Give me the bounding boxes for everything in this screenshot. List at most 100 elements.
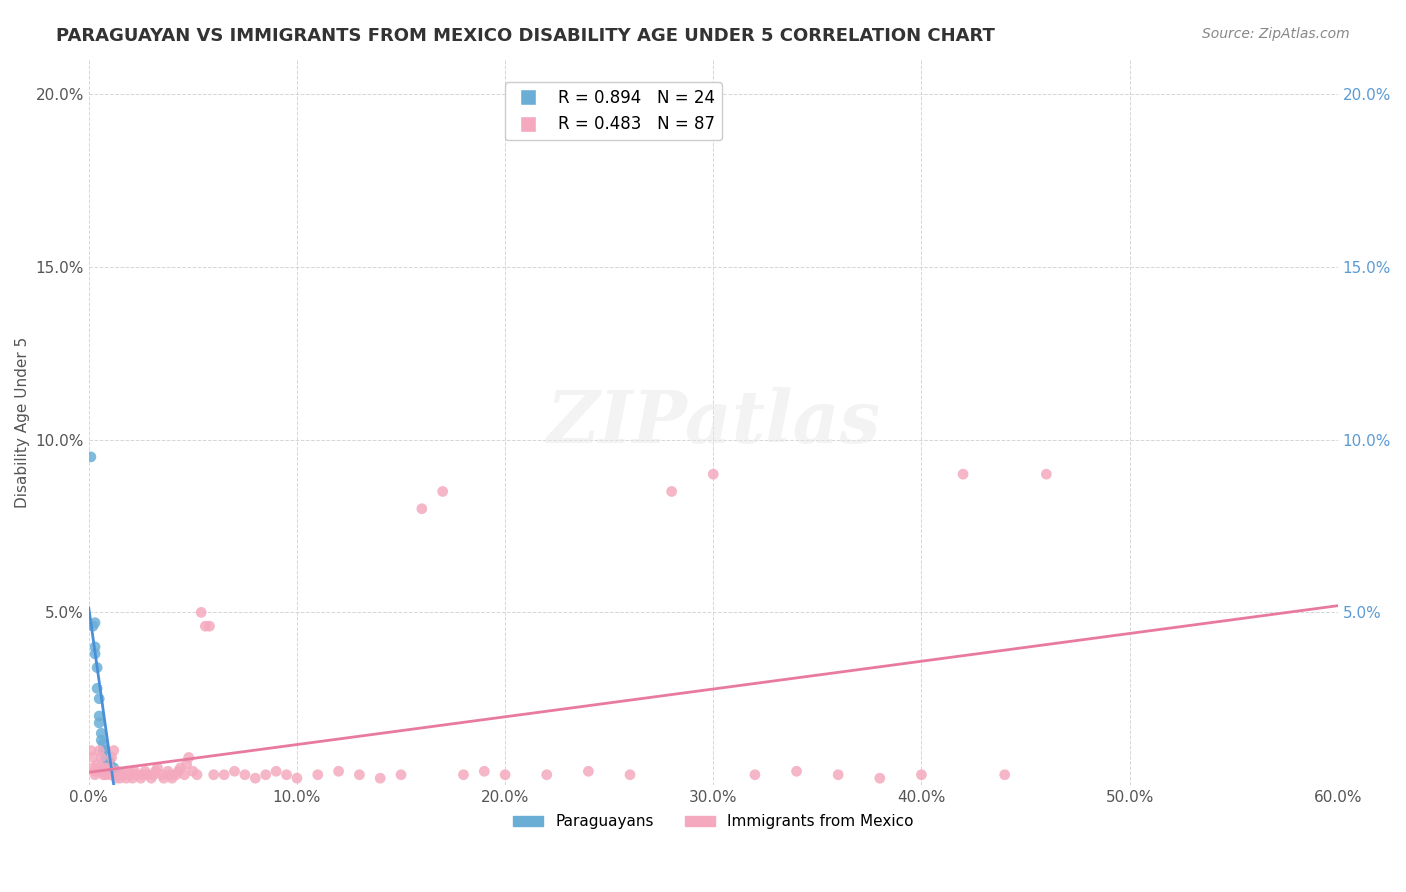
Point [93,737,115,751]
Point [90,750,112,764]
Point [124,764,146,779]
Legend: Paraguayans, Immigrants from Mexico: Paraguayans, Immigrants from Mexico [506,808,920,836]
Point [93,768,115,782]
Point [202,768,225,782]
Point [90,733,112,747]
Point [98,768,121,782]
Point [84,768,107,782]
Point [107,768,129,782]
Point [453,768,475,782]
Point [165,768,187,782]
Text: Source: ZipAtlas.com: Source: ZipAtlas.com [1202,27,1350,41]
Point [108,771,131,785]
Point [349,768,371,782]
Point [82,750,104,764]
Point [536,768,558,782]
Point [82,619,104,633]
Point [177,750,200,764]
Point [146,761,169,775]
Point [108,768,131,782]
Point [89,691,111,706]
Point [176,757,198,772]
Point [145,764,167,779]
Point [136,768,159,782]
Point [328,764,350,779]
Point [100,750,122,764]
Point [619,768,641,782]
Point [96,754,118,768]
Point [89,743,111,757]
Point [156,764,179,779]
Point [115,771,138,785]
Point [472,764,495,779]
Point [98,754,121,768]
Point [103,743,125,757]
Point [142,768,165,782]
Point [104,771,127,785]
Point [245,771,267,785]
Point [93,743,115,757]
Point [181,764,204,779]
Point [152,771,174,785]
Point [827,768,849,782]
Point [994,768,1017,782]
Point [661,484,683,499]
Point [86,764,108,779]
Point [89,715,111,730]
Point [744,768,766,782]
Point [98,757,121,772]
Point [94,750,117,764]
Point [80,743,103,757]
Point [910,768,932,782]
Point [169,761,191,775]
Point [389,768,412,782]
Point [134,764,156,779]
Point [198,619,221,633]
Point [98,761,121,775]
Text: ZIPatlas: ZIPatlas [546,387,880,458]
Point [285,771,308,785]
Point [702,467,724,482]
Point [150,768,173,782]
Point [112,768,135,782]
Point [141,771,163,785]
Point [121,771,143,785]
Point [190,605,212,619]
Point [84,615,107,630]
Point [107,764,129,779]
Point [96,764,118,779]
Point [94,768,117,782]
Point [94,743,117,757]
Point [186,768,208,782]
Point [89,761,111,775]
Point [173,768,195,782]
Point [494,768,516,782]
Point [117,764,139,779]
Point [125,768,148,782]
Point [100,761,122,775]
Point [786,764,808,779]
Point [307,768,329,782]
Point [264,764,287,779]
Point [212,768,235,782]
Point [94,761,117,775]
Point [86,660,108,674]
Point [111,768,134,782]
Point [159,768,181,782]
Point [224,764,246,779]
Point [1035,467,1057,482]
Point [89,709,111,723]
Point [167,764,190,779]
Point [411,501,433,516]
Point [194,619,217,633]
Point [86,757,108,772]
Point [86,681,108,696]
Point [84,764,107,779]
Point [84,640,107,654]
Point [84,647,107,661]
Point [103,761,125,775]
Point [82,761,104,775]
Point [120,768,142,782]
Point [368,771,391,785]
Point [869,771,891,785]
